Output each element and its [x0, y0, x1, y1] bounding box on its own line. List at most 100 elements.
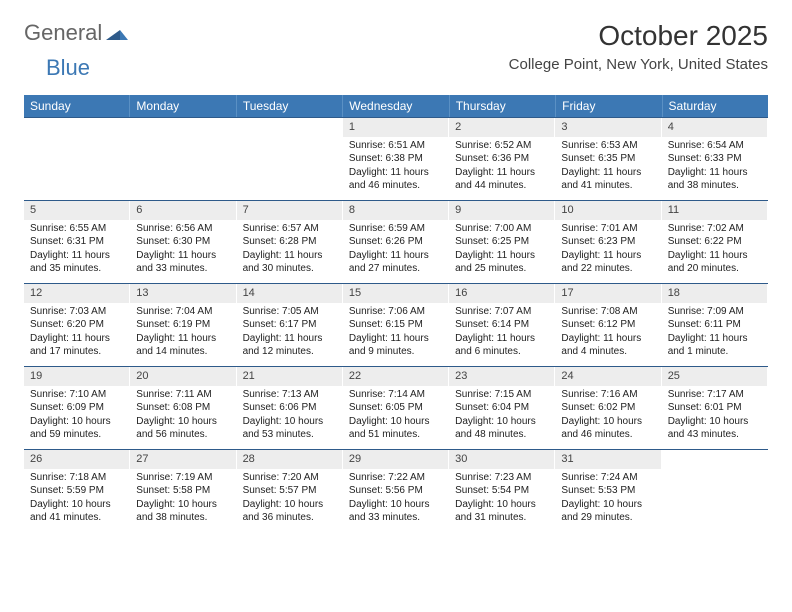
day-cell: 20Sunrise: 7:11 AMSunset: 6:08 PMDayligh…	[130, 367, 236, 449]
day-number: 17	[555, 284, 661, 303]
day-body: Sunrise: 6:52 AMSunset: 6:36 PMDaylight:…	[449, 139, 555, 193]
sunrise-text: Sunrise: 7:18 AM	[30, 471, 124, 485]
day-number: 24	[555, 367, 661, 386]
day-cell: 3 Sunrise: 6:53 AMSunset: 6:35 PMDaylight…	[555, 118, 661, 200]
day-number: 3	[555, 118, 661, 137]
sunset-text: Sunset: 6:02 PM	[561, 401, 655, 415]
day-cell: 7Sunrise: 6:57 AMSunset: 6:28 PMDaylight…	[237, 201, 343, 283]
daylight-text: Daylight: 11 hours and 20 minutes.	[668, 249, 762, 276]
sunrise-text: Sunrise: 7:16 AM	[561, 388, 655, 402]
sunset-text: Sunset: 5:57 PM	[243, 484, 337, 498]
day-body: Sunrise: 7:22 AMSunset: 5:56 PMDaylight:…	[343, 471, 449, 525]
sunrise-text: Sunrise: 6:51 AM	[349, 139, 443, 153]
sunset-text: Sunset: 6:20 PM	[30, 318, 124, 332]
daylight-text: Daylight: 11 hours and 22 minutes.	[561, 249, 655, 276]
sunrise-text: Sunrise: 6:57 AM	[243, 222, 337, 236]
day-cell: 1Sunrise: 6:51 AMSunset: 6:38 PMDaylight…	[343, 118, 449, 200]
daylight-text: Daylight: 11 hours and 6 minutes.	[455, 332, 549, 359]
daylight-text: Daylight: 10 hours and 31 minutes.	[455, 498, 549, 525]
day-cell: 21Sunrise: 7:13 AMSunset: 6:06 PMDayligh…	[237, 367, 343, 449]
day-cell: 6Sunrise: 6:56 AMSunset: 6:30 PMDaylight…	[130, 201, 236, 283]
day-body: Sunrise: 7:18 AMSunset: 5:59 PMDaylight:…	[24, 471, 130, 525]
sunset-text: Sunset: 6:17 PM	[243, 318, 337, 332]
week-row: 1Sunrise: 6:51 AMSunset: 6:38 PMDaylight…	[24, 117, 768, 200]
sunset-text: Sunset: 6:35 PM	[561, 152, 655, 166]
sunset-text: Sunset: 6:33 PM	[668, 152, 762, 166]
sunset-text: Sunset: 6:11 PM	[668, 318, 762, 332]
day-cell: 4Sunrise: 6:54 AMSunset: 6:33 PMDaylight…	[662, 118, 768, 200]
daylight-text: Daylight: 10 hours and 43 minutes.	[668, 415, 762, 442]
day-body: Sunrise: 7:17 AMSunset: 6:01 PMDaylight:…	[662, 388, 768, 442]
dow-cell: Thursday	[450, 95, 556, 117]
sunrise-text: Sunrise: 7:06 AM	[349, 305, 443, 319]
sunset-text: Sunset: 6:25 PM	[455, 235, 549, 249]
day-cell: 14Sunrise: 7:05 AMSunset: 6:17 PMDayligh…	[237, 284, 343, 366]
daylight-text: Daylight: 11 hours and 27 minutes.	[349, 249, 443, 276]
sunset-text: Sunset: 6:36 PM	[455, 152, 549, 166]
day-cell	[237, 118, 343, 200]
daylight-text: Daylight: 11 hours and 9 minutes.	[349, 332, 443, 359]
daylight-text: Daylight: 10 hours and 33 minutes.	[349, 498, 443, 525]
sunset-text: Sunset: 5:56 PM	[349, 484, 443, 498]
sunrise-text: Sunrise: 7:09 AM	[668, 305, 762, 319]
sunrise-text: Sunrise: 7:04 AM	[136, 305, 230, 319]
day-number: 22	[343, 367, 449, 386]
sunset-text: Sunset: 6:01 PM	[668, 401, 762, 415]
day-cell: 18Sunrise: 7:09 AMSunset: 6:11 PMDayligh…	[662, 284, 768, 366]
sunset-text: Sunset: 6:22 PM	[668, 235, 762, 249]
daylight-text: Daylight: 11 hours and 30 minutes.	[243, 249, 337, 276]
daylight-text: Daylight: 11 hours and 14 minutes.	[136, 332, 230, 359]
daylight-text: Daylight: 11 hours and 4 minutes.	[561, 332, 655, 359]
daylight-text: Daylight: 10 hours and 46 minutes.	[561, 415, 655, 442]
day-body: Sunrise: 7:01 AMSunset: 6:23 PMDaylight:…	[555, 222, 661, 276]
day-body: Sunrise: 7:10 AMSunset: 6:09 PMDaylight:…	[24, 388, 130, 442]
daylight-text: Daylight: 11 hours and 35 minutes.	[30, 249, 124, 276]
daylight-text: Daylight: 10 hours and 38 minutes.	[136, 498, 230, 525]
sunrise-text: Sunrise: 7:20 AM	[243, 471, 337, 485]
day-number: 29	[343, 450, 449, 469]
sunset-text: Sunset: 6:30 PM	[136, 235, 230, 249]
day-body: Sunrise: 6:54 AMSunset: 6:33 PMDaylight:…	[662, 139, 768, 193]
logo-text-1: General	[24, 20, 102, 46]
day-number: 25	[662, 367, 768, 386]
sunrise-text: Sunrise: 6:55 AM	[30, 222, 124, 236]
day-body: Sunrise: 7:00 AMSunset: 6:25 PMDaylight:…	[449, 222, 555, 276]
sunrise-text: Sunrise: 6:56 AM	[136, 222, 230, 236]
week-row: 12 Sunrise: 7:03 AMSunset: 6:20 PM Dayligh…	[24, 283, 768, 366]
dow-cell: Wednesday	[343, 95, 449, 117]
month-title: October 2025	[509, 20, 768, 52]
week-row: 5Sunrise: 6:55 AMSunset: 6:31 PMDaylight…	[24, 200, 768, 283]
day-number: 16	[449, 284, 555, 303]
sunrise-text: Sunrise: 7:03 AM	[30, 305, 124, 319]
day-number: 9	[449, 201, 555, 220]
day-cell: 11Sunrise: 7:02 AMSunset: 6:22 PMDayligh…	[662, 201, 768, 283]
daylight-text: Daylight: 10 hours and 36 minutes.	[243, 498, 337, 525]
daylight-text: Daylight: 10 hours and 41 minutes.	[30, 498, 124, 525]
sunrise-text: Sunrise: 7:01 AM	[561, 222, 655, 236]
sunset-text: Sunset: 5:53 PM	[561, 484, 655, 498]
day-body: Sunrise: 7:09 AMSunset: 6:11 PMDaylight:…	[662, 305, 768, 359]
daylight-text: Daylight: 10 hours and 59 minutes.	[30, 415, 124, 442]
day-body: Sunrise: 7:23 AMSunset: 5:54 PMDaylight:…	[449, 471, 555, 525]
day-number: 12	[24, 284, 130, 303]
sunrise-text: Sunrise: 7:14 AM	[349, 388, 443, 402]
day-body: Sunrise: 7:11 AMSunset: 6:08 PMDaylight:…	[130, 388, 236, 442]
logo-text-2: Blue	[46, 55, 90, 80]
sunrise-text: Sunrise: 6:53 AM	[561, 139, 655, 153]
sunrise-text: Sunrise: 7:22 AM	[349, 471, 443, 485]
day-number: 5	[24, 201, 130, 220]
day-number: 19	[24, 367, 130, 386]
day-cell: 23Sunrise: 7:15 AMSunset: 6:04 PMDayligh…	[449, 367, 555, 449]
sunset-text: Sunset: 6:15 PM	[349, 318, 443, 332]
day-number: 1	[343, 118, 449, 137]
sunrise-text: Sunrise: 7:10 AM	[30, 388, 124, 402]
day-body: Sunrise: 7:04 AMSunset: 6:19 PMDaylight:…	[130, 305, 236, 359]
sunset-text: Sunset: 6:19 PM	[136, 318, 230, 332]
day-body: Sunrise: 6:53 AMSunset: 6:35 PMDaylight:…	[555, 139, 661, 193]
sunset-text: Sunset: 6:06 PM	[243, 401, 337, 415]
day-number: 11	[662, 201, 768, 220]
day-number: 2	[449, 118, 555, 137]
sunrise-text: Sunrise: 7:07 AM	[455, 305, 549, 319]
sunrise-text: Sunrise: 6:54 AM	[668, 139, 762, 153]
day-cell: 28Sunrise: 7:20 AMSunset: 5:57 PMDayligh…	[237, 450, 343, 532]
